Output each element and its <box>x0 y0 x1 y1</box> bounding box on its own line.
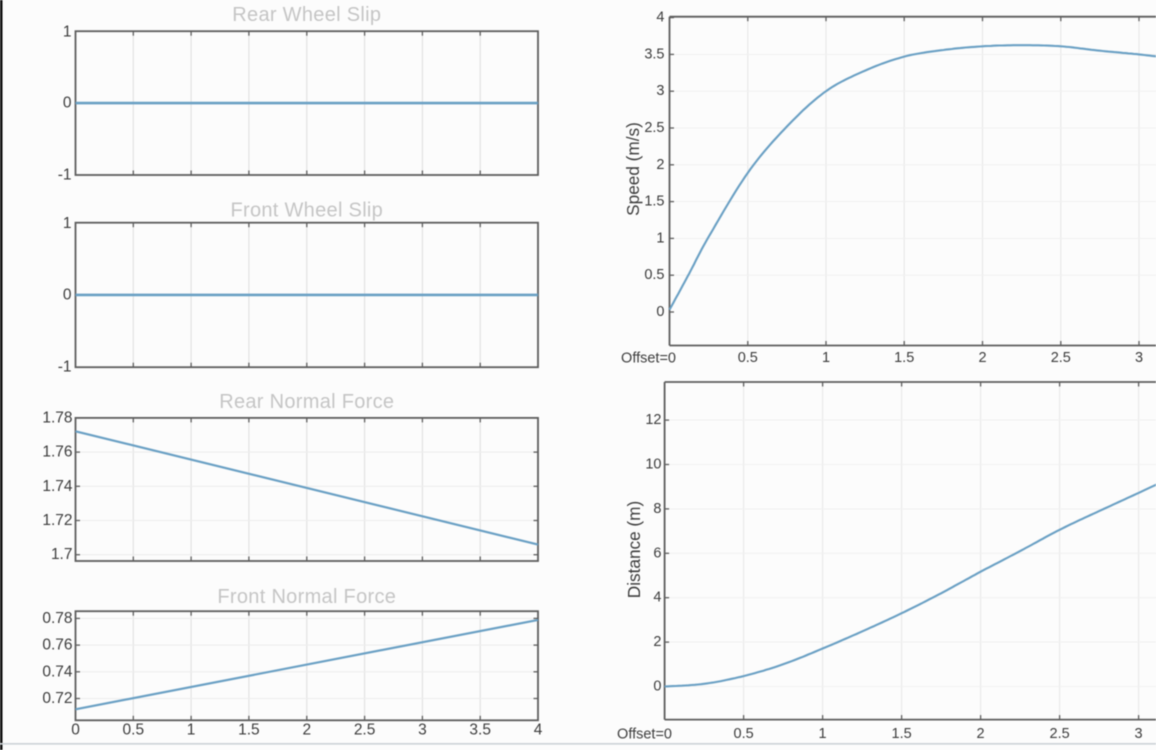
svg-text:3: 3 <box>1135 350 1143 366</box>
svg-text:Speed (m/s): Speed (m/s) <box>623 122 643 216</box>
svg-text:1.5: 1.5 <box>892 726 912 742</box>
svg-text:1.5: 1.5 <box>238 721 260 738</box>
svg-text:0: 0 <box>63 286 72 303</box>
svg-text:3.5: 3.5 <box>469 721 491 738</box>
svg-text:1.76: 1.76 <box>42 444 72 461</box>
svg-text:1.5: 1.5 <box>894 350 914 366</box>
svg-text:2: 2 <box>656 157 664 173</box>
svg-text:1: 1 <box>63 24 72 41</box>
svg-text:10: 10 <box>645 457 661 473</box>
svg-text:4: 4 <box>653 590 661 606</box>
svg-text:8: 8 <box>653 501 661 517</box>
svg-text:1: 1 <box>819 726 827 742</box>
svg-text:2: 2 <box>653 634 661 650</box>
svg-text:2: 2 <box>978 350 986 366</box>
svg-text:-1: -1 <box>58 359 72 376</box>
svg-text:1.5: 1.5 <box>644 194 664 210</box>
svg-text:4: 4 <box>534 721 543 738</box>
svg-text:Front Normal Force: Front Normal Force <box>217 586 396 608</box>
svg-text:0.74: 0.74 <box>42 663 73 680</box>
svg-text:0.5: 0.5 <box>123 721 145 738</box>
svg-text:4: 4 <box>656 10 664 26</box>
svg-text:2: 2 <box>302 721 311 738</box>
svg-text:3: 3 <box>418 721 427 738</box>
svg-text:3: 3 <box>656 83 664 99</box>
svg-text:3.5: 3.5 <box>644 46 664 62</box>
svg-text:1.74: 1.74 <box>42 478 73 495</box>
svg-text:0: 0 <box>71 721 80 738</box>
svg-text:3: 3 <box>1135 726 1143 742</box>
svg-text:Rear Wheel Slip: Rear Wheel Slip <box>232 4 381 26</box>
svg-text:-1: -1 <box>58 166 72 183</box>
svg-text:12: 12 <box>645 412 661 428</box>
svg-text:1.72: 1.72 <box>42 512 72 529</box>
svg-text:1: 1 <box>656 230 664 246</box>
svg-text:1: 1 <box>822 350 830 366</box>
svg-text:0.5: 0.5 <box>644 267 664 283</box>
svg-text:0: 0 <box>63 95 72 112</box>
svg-text:Front Wheel Slip: Front Wheel Slip <box>230 199 383 221</box>
svg-text:Rear Normal Force: Rear Normal Force <box>219 391 394 413</box>
svg-text:1: 1 <box>187 721 196 738</box>
svg-text:Offset=0: Offset=0 <box>621 351 676 367</box>
svg-text:0.5: 0.5 <box>738 350 758 366</box>
svg-text:Distance (m): Distance (m) <box>624 501 644 598</box>
svg-text:0.5: 0.5 <box>734 726 754 742</box>
svg-text:0.72: 0.72 <box>42 690 72 707</box>
svg-text:2.5: 2.5 <box>1050 726 1070 742</box>
svg-text:1: 1 <box>63 215 72 232</box>
svg-text:0.78: 0.78 <box>42 610 72 627</box>
svg-text:1.7: 1.7 <box>51 546 73 563</box>
svg-text:2.5: 2.5 <box>354 721 376 738</box>
svg-text:0: 0 <box>653 679 661 695</box>
svg-text:0: 0 <box>656 304 664 320</box>
svg-text:1.78: 1.78 <box>42 409 72 426</box>
svg-text:Offset=0: Offset=0 <box>617 726 672 742</box>
svg-text:2.5: 2.5 <box>644 120 664 136</box>
svg-text:2.5: 2.5 <box>1051 350 1071 366</box>
svg-text:0.76: 0.76 <box>42 637 72 654</box>
svg-text:6: 6 <box>653 545 661 561</box>
svg-text:2: 2 <box>977 726 985 742</box>
